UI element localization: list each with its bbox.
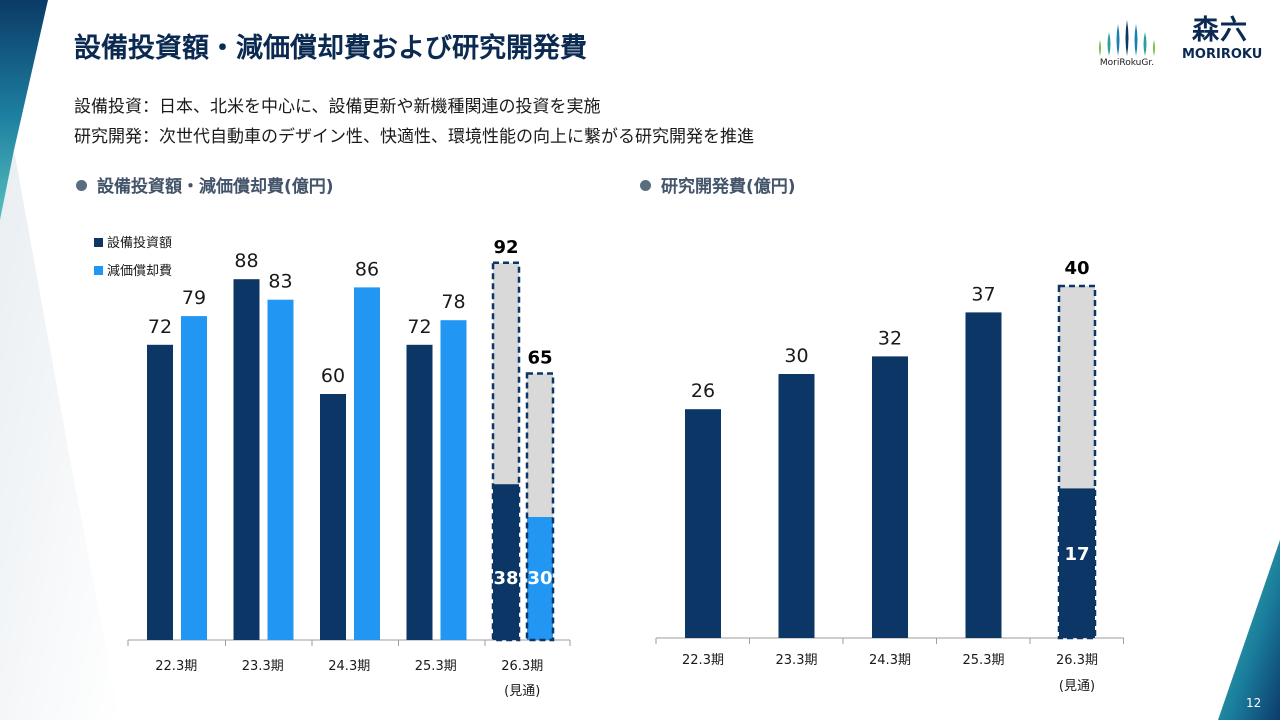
data-label: 17 [1064,544,1089,565]
data-label: 37 [971,283,995,305]
forecast-bar [1059,286,1095,489]
legend-swatch-navy-icon [94,238,103,247]
x-tick-label: 26.3期 [501,659,543,674]
chart2-heading: 研究開発費(億円) [640,172,796,197]
data-label: 72 [407,316,431,338]
data-label: 78 [441,291,465,313]
x-tick-label: 22.3期 [682,653,724,668]
x-tick-label: 23.3期 [776,653,818,668]
legend-label-depreciation: 減価償却費 [107,264,173,279]
legend-item-capex: 設備投資額 [94,232,172,251]
data-label: 83 [268,271,292,293]
actual-bar [1059,488,1095,638]
chart2-title: 研究開発費(億円) [661,177,796,197]
actual-bar [493,484,519,640]
brand-kanji: 森六 [1192,15,1248,46]
bar [440,320,467,640]
data-label: 32 [878,327,902,349]
moriroku-group-logo: MoriRokuGr. [1092,18,1162,74]
data-label: 88 [234,250,258,272]
forecast-outline [525,372,555,642]
chart1-title: 設備投資額・減価償却費(億円) [97,177,334,197]
bar [147,344,173,640]
bar [233,279,260,640]
legend-item-depreciation: 減価償却費 [94,260,172,279]
capex-description: 設備投資：日本、北米を中心に、設備更新や新機種関連の投資を実施 [74,97,601,117]
bar [406,344,433,640]
x-tick-label: 24.3期 [869,653,911,668]
bar [965,312,1002,638]
bar [872,356,908,638]
page-title: 設備投資額・減価償却費および研究開発費 [74,33,587,64]
drops-logo-icon [1099,20,1155,56]
bar [685,409,721,638]
chart1-heading: 設備投資額・減価償却費(億円) [76,172,334,197]
data-label: 40 [1064,258,1089,279]
x-tick-note: (見通) [504,684,540,699]
bar [354,287,380,640]
actual-bar [527,517,553,640]
x-tick-note: (見通) [1059,679,1095,694]
data-label: 30 [527,568,552,589]
x-tick-label: 25.3期 [415,659,457,674]
legend-swatch-blue-icon [94,266,103,275]
forecast-outline [491,261,521,642]
legend-label-capex: 設備投資額 [107,236,173,251]
bar [181,316,207,640]
data-label: 65 [527,348,552,369]
moriroku-brand-logo: 森六 MORIROKU [1182,14,1263,62]
data-label: 79 [182,287,206,309]
data-label: 86 [355,258,379,280]
data-label: 38 [493,568,518,589]
rnd-description: 研究開発：次世代自動車のデザイン性、快適性、環境性能の向上に繋がる研究開発を推進 [74,127,754,147]
forecast-bar [527,373,553,517]
bar [267,299,294,640]
data-label: 72 [148,316,172,338]
x-tick-label: 23.3期 [242,659,284,674]
x-tick-label: 25.3期 [963,653,1005,668]
data-label: 26 [691,380,715,402]
bullet-icon [76,180,87,191]
page-number: 12 [1246,696,1262,710]
forecast-bar [493,262,519,485]
data-label: 60 [321,365,345,387]
bar [320,394,346,640]
x-tick-label: 24.3期 [328,659,370,674]
bar [778,374,815,638]
brand-latin: MORIROKU [1182,47,1263,62]
x-tick-label: 22.3期 [155,659,197,674]
forecast-outline [1057,284,1097,640]
bullet-icon [640,180,651,191]
data-label: 92 [493,237,518,258]
group-logo-text: MoriRokuGr. [1099,58,1155,68]
x-tick-label: 26.3期 [1056,653,1098,668]
data-label: 30 [784,345,808,367]
